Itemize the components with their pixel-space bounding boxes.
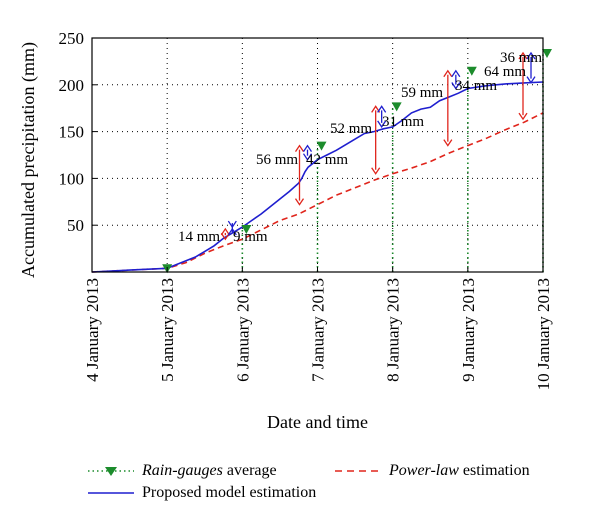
proposed-difference-arrow-head-top (451, 69, 461, 78)
power-law-difference-arrow-head-bottom (220, 232, 230, 241)
y-tick-label: 150 (59, 123, 85, 142)
proposed-difference-arrow (451, 69, 461, 90)
legend-symbol-power-law (335, 464, 381, 478)
difference-label: 52 mm (330, 121, 372, 137)
power-law-difference-arrow (443, 69, 453, 147)
difference-label: 9 mm (233, 229, 268, 245)
rain-gauge-marker (542, 48, 552, 58)
power-law-difference-arrow-head-bottom (371, 167, 381, 175)
x-tick-label: 6 January 2013 (233, 278, 252, 382)
difference-label: 31 mm (382, 114, 424, 130)
legend-item-rain-gauges: Rain-gauges average (88, 462, 277, 480)
y-axis-label: Accumulated precipitation (mm) (18, 42, 39, 278)
difference-label: 64 mm (484, 64, 526, 80)
annotation-labels: 14 mm 9 mm 56 mm 42 mm 52 mm 31 mm 59 mm 34 mm6… (178, 50, 542, 245)
proposed-difference-arrow-head-top (377, 105, 387, 113)
power-law-difference-arrow (371, 105, 381, 175)
proposed-difference-arrow (377, 105, 387, 129)
proposed-difference-arrow (227, 220, 237, 236)
x-tick-label: 4 January 2013 (83, 278, 102, 382)
proposed-difference-arrow-head-bottom (377, 120, 387, 129)
difference-label: 34 mm (455, 78, 497, 94)
x-axis-label: Date and time (267, 412, 368, 432)
difference-label: 14 mm (178, 229, 220, 245)
rain-gauge-marker (391, 102, 402, 112)
power-law-difference-arrow-head-bottom (294, 198, 305, 206)
y-tick-label: 50 (67, 216, 84, 235)
power-law-difference-arrow-head-top (294, 144, 305, 153)
difference-label: 59 mm (401, 85, 443, 101)
rain-gauge-marker (241, 224, 252, 234)
difference-label: 56 mm (256, 152, 298, 168)
power-law-difference-arrow-head-top (443, 69, 453, 78)
legend-label-power-law-suffix: estimation (458, 462, 530, 479)
rain-gauge-marker (466, 66, 477, 76)
y-tick-label: 250 (59, 29, 85, 48)
proposed-difference-arrow (526, 51, 536, 84)
power-law-difference-arrow-head-bottom (443, 139, 453, 147)
legend-item-power-law: Power-law estimation (335, 462, 530, 480)
legend-label-power-law: Power-law (389, 462, 459, 479)
legend-symbol-proposed (88, 486, 134, 500)
proposed-difference-arrow (302, 144, 313, 161)
power-law-difference-arrow (220, 227, 230, 241)
legend-item-proposed: Proposed model estimation (88, 484, 316, 502)
power-law-difference-arrow (294, 144, 305, 206)
grid-lines (92, 38, 543, 272)
proposed-difference-arrow-head-bottom (302, 153, 313, 161)
difference-label: 36 mm (500, 50, 542, 66)
x-axis: 4 January 2013 5 January 2013 6 January 20… (83, 267, 553, 390)
x-tick-label: 7 January 2013 (309, 278, 328, 382)
proposed-difference-arrow-head-bottom (526, 76, 536, 84)
proposed-difference-arrow-head-top (526, 51, 536, 60)
x-tick-label: 10 January 2013 (534, 278, 553, 390)
difference-label: 42 mm (306, 152, 348, 168)
proposed-difference-arrow-head-top (302, 144, 313, 153)
power-law-difference-arrow-head-bottom (518, 112, 528, 121)
x-tick-label: 9 January 2013 (459, 278, 478, 382)
legend-label-rain-gauges-suffix: average (222, 462, 277, 479)
legend-label-rain-gauges: Rain-gauges (142, 462, 223, 479)
y-axis: 50 100 150 200 250 (59, 29, 97, 235)
proposed-difference-arrow-head-top (227, 227, 237, 236)
difference-arrows (220, 51, 536, 241)
legend-label-proposed: Proposed model estimation (142, 484, 317, 501)
y-tick-label: 200 (59, 76, 85, 95)
x-tick-label: 8 January 2013 (384, 278, 403, 382)
proposed-difference-arrow-head-bottom (451, 82, 461, 90)
legend-symbol-rain-gauges (88, 464, 134, 478)
x-tick-label: 5 January 2013 (158, 278, 177, 382)
y-tick-label: 100 (59, 169, 85, 188)
rain-gauge-marker (316, 141, 327, 151)
power-law-difference-arrow-head-top (518, 51, 528, 60)
legend: Rain-gauges average Power-law estimation… (0, 448, 600, 525)
proposed-difference-arrow-head-bottom (227, 220, 237, 229)
power-law-difference-arrow (518, 51, 528, 121)
proposed-model-line (91, 81, 544, 273)
power-law-difference-arrow-head-top (220, 227, 230, 236)
